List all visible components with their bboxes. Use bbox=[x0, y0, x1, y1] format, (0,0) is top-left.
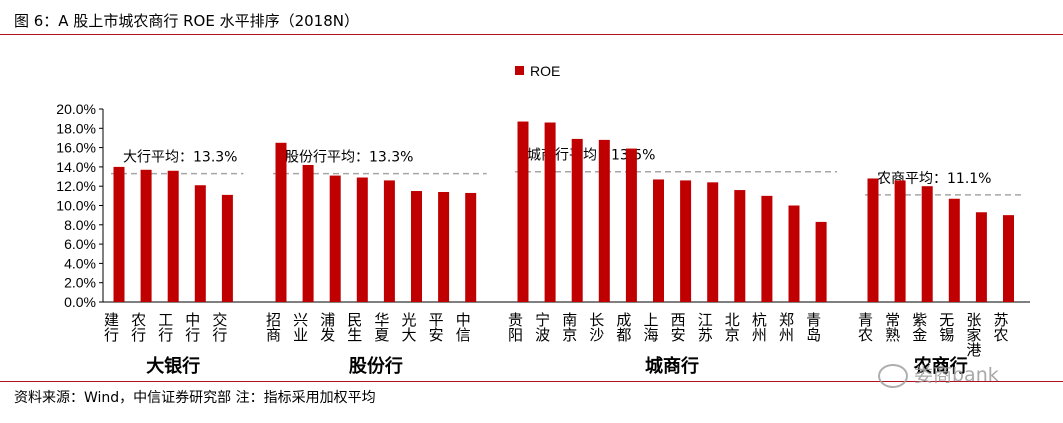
y-tick-label: 12.0% bbox=[56, 178, 96, 194]
bar-青岛 bbox=[815, 221, 827, 302]
x-tick-label: 光大 bbox=[400, 312, 418, 342]
y-tick-label: 0.0% bbox=[64, 294, 96, 310]
wechat-icon bbox=[878, 363, 908, 388]
y-tick-label: 16.0% bbox=[56, 140, 96, 156]
bar-无锡 bbox=[948, 198, 960, 302]
x-tick-label: 农行 bbox=[129, 312, 147, 343]
group-label: 大银行 bbox=[146, 355, 200, 377]
watermark: 娄商bank bbox=[878, 360, 999, 388]
bar-苏农 bbox=[1003, 215, 1014, 302]
bar-江苏 bbox=[707, 182, 719, 302]
average-label: 农商平均：11.1% bbox=[877, 171, 991, 187]
bar-常熟 bbox=[894, 180, 906, 302]
x-axis-labels: 建行 农行 工行 中行 交行 招商 兴业 浦发 民生 华夏 光大 平安 中信 贵阳 宁波 南京 长沙 成都 上海 西安… bbox=[102, 311, 1010, 357]
x-tick-label: 上海 bbox=[642, 312, 660, 342]
x-tick-label: 浦发 bbox=[318, 312, 336, 342]
bar-紫金 bbox=[921, 186, 933, 302]
chart-legend: ROE bbox=[515, 63, 560, 79]
x-tick-label: 常熟 bbox=[883, 312, 901, 342]
x-tick-label: 西安 bbox=[669, 312, 687, 342]
bottom-rule bbox=[0, 381, 1063, 382]
x-tick-label: 杭州 bbox=[750, 312, 768, 342]
y-tick-label: 10.0% bbox=[56, 198, 96, 214]
x-tick-label: 青农 bbox=[856, 312, 874, 342]
y-tick-label: 6.0% bbox=[64, 236, 96, 252]
group-label: 城商行 bbox=[645, 355, 699, 377]
x-tick-label: 郑州 bbox=[777, 312, 795, 342]
y-tick-label: 4.0% bbox=[64, 255, 96, 271]
y-tick-label: 20.0% bbox=[56, 101, 96, 117]
bar-贵阳 bbox=[517, 121, 529, 302]
x-tick-label: 兴业 bbox=[291, 312, 309, 342]
x-tick-label: 平安 bbox=[427, 312, 445, 342]
bar-宁波 bbox=[544, 122, 556, 302]
average-label: 城商行平均：13.5% bbox=[527, 148, 655, 164]
y-tick-label: 14.0% bbox=[56, 159, 96, 175]
bar-中信 bbox=[465, 192, 477, 302]
x-tick-label: 江苏 bbox=[696, 312, 714, 343]
x-tick-label: 宁波 bbox=[533, 312, 551, 342]
bar-浦发 bbox=[329, 175, 341, 302]
x-tick-label: 建行 bbox=[102, 312, 120, 343]
bar-农行 bbox=[140, 169, 152, 302]
bar-华夏 bbox=[383, 180, 395, 302]
x-tick-label: 工行 bbox=[156, 312, 174, 343]
bar-平安 bbox=[438, 191, 450, 302]
bar-兴业 bbox=[302, 164, 314, 302]
bar-西安 bbox=[680, 180, 692, 302]
group-label: 股份行 bbox=[348, 355, 403, 377]
bar-杭州 bbox=[761, 195, 773, 302]
watermark-text: 娄商bank bbox=[914, 364, 999, 386]
bars bbox=[113, 121, 1014, 302]
bar-青农 bbox=[867, 178, 879, 302]
x-tick-label: 民生 bbox=[345, 312, 363, 342]
x-tick-label: 中信 bbox=[454, 312, 472, 342]
x-tick-label: 交行 bbox=[210, 311, 228, 343]
y-tick-label: 2.0% bbox=[64, 275, 96, 291]
x-tick-label: 招商 bbox=[264, 312, 282, 342]
group-labels: 大银行 股份行 城商行 农商行 bbox=[146, 355, 968, 377]
average-lines: 大行平均：13.3% 股份行平均：13.3% 城商行平均：13.5% 农商平均：11.… bbox=[111, 148, 1025, 196]
group-label: 农商行 bbox=[913, 355, 968, 377]
source-note: 资料来源：Wind，中信证券研究部 注：指标采用加权平均 bbox=[14, 390, 376, 406]
bar-郑州 bbox=[788, 205, 800, 302]
bar-光大 bbox=[411, 191, 422, 302]
top-rule bbox=[0, 34, 1063, 35]
x-tick-label: 成都 bbox=[614, 312, 632, 342]
y-tick-label: 8.0% bbox=[64, 217, 96, 233]
x-tick-label: 张家港 bbox=[964, 312, 982, 357]
bar-上海 bbox=[653, 179, 664, 302]
x-tick-label: 苏农 bbox=[992, 312, 1010, 342]
x-tick-label: 紫金 bbox=[910, 312, 928, 342]
x-tick-label: 长沙 bbox=[587, 312, 605, 342]
roe-bar-chart: ROE 0.0% 2.0% 4.0% 6.0% 8.0% 10.0% 12.0% 14.0% 1… bbox=[56, 63, 1030, 377]
bar-交行 bbox=[221, 194, 233, 302]
x-tick-label: 北京 bbox=[723, 312, 741, 343]
bar-长沙 bbox=[598, 139, 610, 302]
y-tick-label: 18.0% bbox=[56, 120, 96, 136]
y-axis: 0.0% 2.0% 4.0% 6.0% 8.0% 10.0% 12.0% 14.0% 16.0%… bbox=[56, 101, 1030, 310]
x-tick-label: 青岛 bbox=[804, 312, 822, 342]
legend-label: ROE bbox=[530, 63, 560, 79]
x-tick-label: 南京 bbox=[560, 312, 578, 343]
average-label: 大行平均：13.3% bbox=[123, 150, 237, 166]
bar-民生 bbox=[356, 177, 368, 302]
bar-南京 bbox=[571, 138, 583, 302]
x-tick-label: 中行 bbox=[183, 312, 201, 343]
bar-张家港 bbox=[975, 212, 987, 302]
bar-北京 bbox=[734, 190, 746, 302]
bar-招商 bbox=[275, 142, 287, 302]
average-label: 股份行平均：13.3% bbox=[285, 150, 413, 166]
x-tick-label: 贵阳 bbox=[506, 312, 524, 342]
bar-建行 bbox=[113, 166, 125, 302]
x-tick-label: 华夏 bbox=[372, 312, 390, 342]
x-tick-label: 无锡 bbox=[937, 312, 955, 342]
bar-中行 bbox=[194, 185, 206, 302]
bar-成都 bbox=[625, 148, 637, 302]
legend-swatch bbox=[515, 66, 524, 75]
figure-title: 图 6：A 股上市城农商行 ROE 水平排序（2018N） bbox=[14, 12, 359, 30]
bar-工行 bbox=[167, 170, 179, 302]
